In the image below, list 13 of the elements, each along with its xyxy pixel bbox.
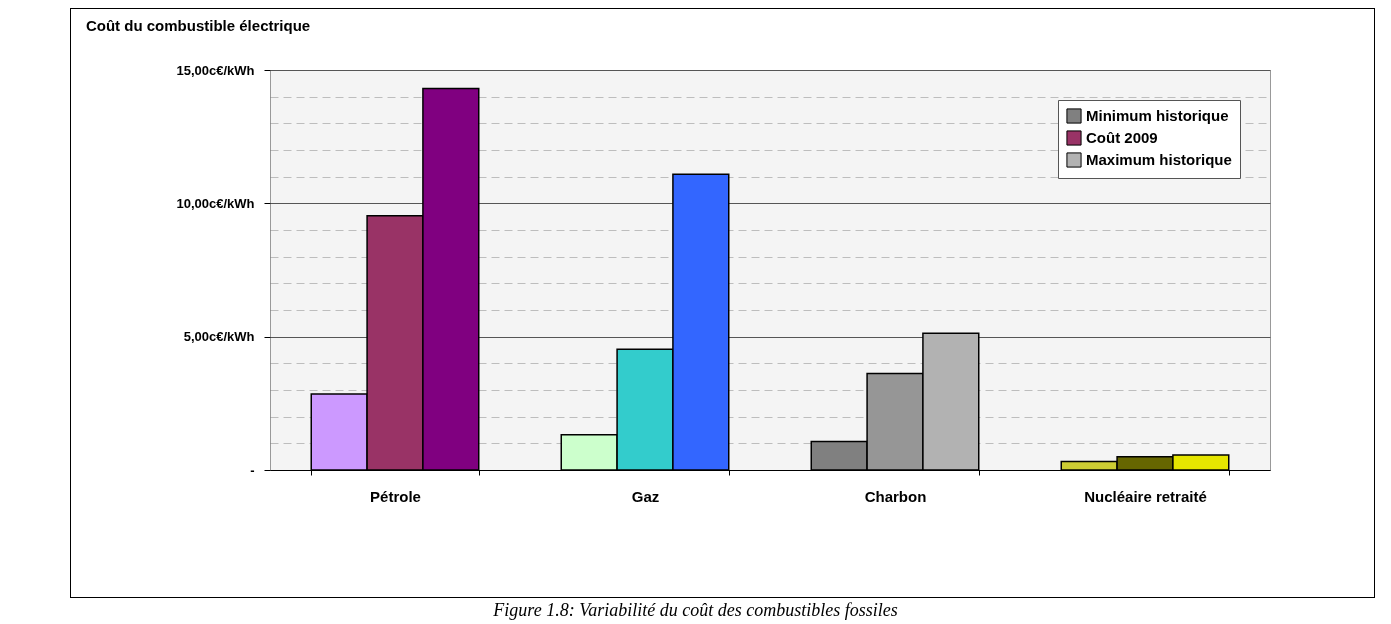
legend-label: Maximum historique <box>1086 151 1232 168</box>
y-tick-label: 15,00c€/kWh <box>176 62 255 78</box>
caption: Figure 1.8: Variabilité du coût des combustibles fossiles <box>492 600 899 621</box>
x-tick-label: Pétrole <box>370 487 421 505</box>
x-tick-label: Nucléaire retraité <box>1084 487 1207 505</box>
y-tick-label: - <box>250 462 255 478</box>
legend-label: Coût 2009 <box>1086 129 1158 146</box>
y-tick-label: 10,00c€/kWh <box>176 195 255 211</box>
legend-label: Minimum historique <box>1086 107 1229 124</box>
y-tick-label: 5,00c€/kWh <box>183 329 255 345</box>
x-tick-label: Gaz <box>631 487 660 505</box>
x-tick-label: Charbon <box>864 487 927 505</box>
chart-title: Coût du combustible électrique <box>85 17 311 34</box>
